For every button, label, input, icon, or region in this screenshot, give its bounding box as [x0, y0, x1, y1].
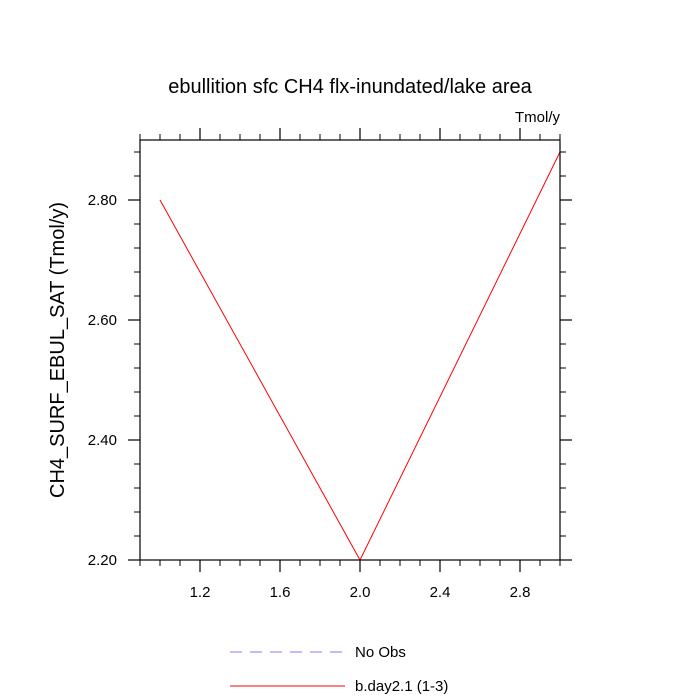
axis-ticks: 1.2 1.6 2.0 2.4 2.8 2.20 2.40 2.60 2.80 — [88, 128, 572, 601]
series-line — [159, 151, 561, 562]
legend: No Obs b.day2.1 (1-3) — [230, 644, 448, 695]
units-label: Tmol/y — [515, 109, 561, 126]
y-tick-label: 2.80 — [88, 192, 117, 209]
x-tick-label: 2.8 — [510, 584, 531, 601]
x-tick-label: 1.2 — [190, 584, 211, 601]
y-tick-label: 2.20 — [88, 552, 117, 569]
y-tick-label: 2.40 — [88, 432, 117, 449]
plot-frame — [139, 139, 561, 561]
x-tick-label: 2.4 — [430, 584, 451, 601]
legend-label: No Obs — [355, 644, 406, 661]
legend-label: b.day2.1 (1-3) — [355, 678, 448, 695]
plot-series — [159, 151, 561, 562]
y-axis-label: CH4_SURF_EBUL_SAT (Tmol/y) — [47, 202, 69, 498]
y-tick-label: 2.60 — [88, 312, 117, 329]
chart-title: ebullition sfc CH4 flx-inundated/lake ar… — [168, 76, 532, 98]
x-tick-label: 2.0 — [350, 584, 371, 601]
x-tick-label: 1.6 — [270, 584, 291, 601]
